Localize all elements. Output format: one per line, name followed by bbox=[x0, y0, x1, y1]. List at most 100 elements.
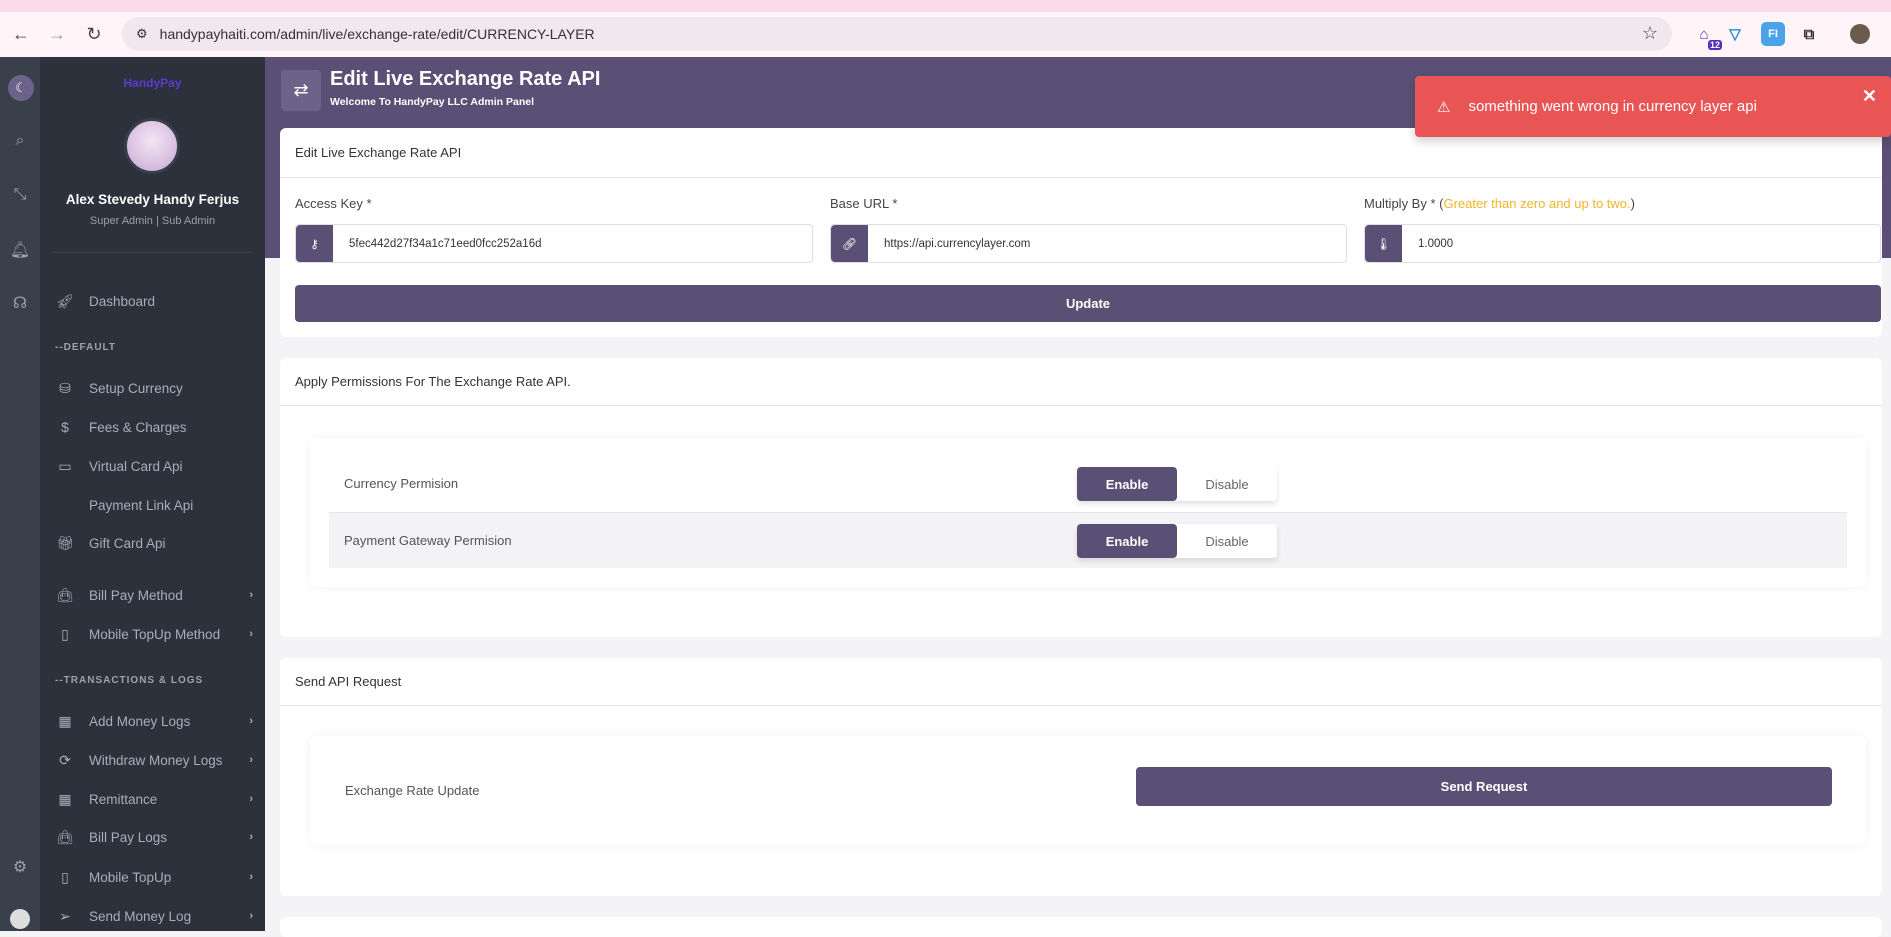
bookmark-star-icon[interactable]: ☆ bbox=[1641, 23, 1658, 43]
access-key-label: Access Key * bbox=[295, 196, 372, 211]
sidebar-item[interactable]: 👜︎ Bill Pay Logs › bbox=[40, 822, 265, 852]
user-avatar bbox=[124, 118, 180, 174]
user-avatar-small[interactable] bbox=[10, 909, 30, 929]
toast-message: something went wrong in currency layer a… bbox=[1468, 98, 1757, 115]
permissions-card: Apply Permissions For The Exchange Rate … bbox=[280, 358, 1882, 637]
base-url-input[interactable] bbox=[868, 225, 1346, 262]
disable-button[interactable]: Disable bbox=[1205, 533, 1249, 549]
permission-label: Currency Permision bbox=[344, 476, 459, 491]
sidebar-item[interactable]: ➢ Send Money Log › bbox=[40, 901, 265, 931]
sidebar-item-label: Withdraw Money Logs bbox=[89, 752, 223, 768]
label-end: ) bbox=[1630, 196, 1635, 211]
sidebar-item[interactable]: 🎁︎ Gift Card Api bbox=[40, 528, 265, 558]
edit-api-card: Edit Live Exchange Rate API Access Key *… bbox=[280, 128, 1882, 337]
sidebar-item-label: Bill Pay Logs bbox=[89, 829, 168, 845]
access-key-field: ⚷ bbox=[295, 224, 813, 263]
sidebar-item[interactable]: 👜︎ Bill Pay Method › bbox=[40, 580, 265, 610]
mobile-icon: ▯ bbox=[61, 868, 69, 885]
bag-icon: 👜︎ bbox=[56, 586, 74, 603]
sidebar-item[interactable]: $ Fees & Charges bbox=[40, 412, 265, 442]
divider bbox=[280, 705, 1882, 706]
chevron-right-icon: › bbox=[249, 871, 253, 883]
sidebar-item-label: Mobile TopUp bbox=[89, 869, 172, 885]
exchange-rate-update-label: Exchange Rate Update bbox=[345, 783, 480, 798]
sidebar-item-label: Mobile TopUp Method bbox=[89, 626, 221, 642]
address-bar[interactable]: ⚙ handypayhaiti.com/admin/live/exchange-… bbox=[122, 17, 1672, 51]
sidebar-item[interactable]: ▦ Add Money Logs › bbox=[40, 706, 265, 736]
link-icon: 🔗︎ bbox=[831, 225, 868, 262]
logo: HandyPay bbox=[123, 76, 182, 90]
multiply-by-label: Multiply By * (Greater than zero and up … bbox=[1364, 196, 1635, 211]
chevron-right-icon: › bbox=[249, 754, 253, 766]
sidebar-item[interactable]: 🚀︎ Dashboard bbox=[40, 286, 265, 316]
back-icon[interactable]: ← bbox=[12, 24, 30, 44]
extension-icon[interactable]: ⌂ 12 bbox=[1699, 25, 1722, 50]
rocket-icon: 🚀︎ bbox=[56, 292, 74, 309]
enable-button[interactable]: Enable bbox=[1077, 524, 1177, 558]
multiply-by-input[interactable] bbox=[1402, 225, 1880, 262]
sidebar-item-label: Remittance bbox=[89, 791, 158, 807]
permission-label: Payment Gateway Permision bbox=[344, 533, 512, 548]
multiply-by-hint: Greater than zero and up to two. bbox=[1443, 196, 1631, 211]
profile-avatar[interactable] bbox=[1850, 24, 1870, 44]
permissions-panel: Currency Permision Enable Disable Paymen… bbox=[310, 438, 1866, 587]
notification-bell-icon[interactable]: 🔔︎ bbox=[9, 242, 31, 259]
send-icon: ➢ bbox=[59, 907, 71, 924]
sidebar-item-label: Add Money Logs bbox=[89, 713, 191, 729]
sidebar-item[interactable]: ⛁ Setup Currency bbox=[40, 373, 265, 403]
request-panel: Exchange Rate Update Send Request bbox=[310, 736, 1866, 845]
sidebar-item[interactable]: ▯ Mobile TopUp Method › bbox=[40, 619, 265, 649]
chevron-right-icon: › bbox=[249, 831, 253, 843]
chevron-right-icon: › bbox=[249, 628, 253, 640]
vpn-extension-icon[interactable]: ▽ bbox=[1729, 26, 1741, 43]
warning-icon: ⚠ bbox=[1437, 98, 1451, 116]
site-settings-icon[interactable]: ⚙ bbox=[136, 26, 148, 41]
chevron-right-icon: › bbox=[249, 715, 253, 727]
divider bbox=[52, 252, 252, 253]
sidebar-item[interactable]: Payment Link Api bbox=[40, 490, 265, 520]
sidebar-item[interactable]: ▭ Virtual Card Api bbox=[40, 451, 265, 481]
forward-icon[interactable]: → bbox=[48, 24, 66, 44]
reload-icon[interactable]: ↻ bbox=[86, 24, 102, 44]
fi-extension-icon[interactable]: FI bbox=[1761, 22, 1785, 46]
fullscreen-exit-icon[interactable]: ⤡ bbox=[13, 186, 27, 203]
divider bbox=[280, 177, 1882, 178]
currency-permission-toggle: Enable Disable bbox=[1077, 467, 1277, 501]
hand-dollar-icon: $ bbox=[61, 419, 69, 435]
sidebar-item-label: Payment Link Api bbox=[89, 497, 194, 513]
sidebar-item[interactable]: ⟳ Withdraw Money Logs › bbox=[40, 745, 265, 775]
payment-gateway-permission-toggle: Enable Disable bbox=[1077, 524, 1277, 558]
enable-button[interactable]: Enable bbox=[1077, 467, 1177, 501]
settings-gear-icon[interactable]: ⚙ bbox=[12, 859, 28, 876]
page-title: Edit Live Exchange Rate API bbox=[330, 68, 601, 90]
sidebar-item-label: Fees & Charges bbox=[89, 419, 187, 435]
close-icon[interactable]: ✕ bbox=[1861, 86, 1877, 106]
base-url-label: Base URL * bbox=[830, 196, 898, 211]
send-request-card: Send API Request Exchange Rate Update Se… bbox=[280, 658, 1882, 896]
sidebar-item-label: Setup Currency bbox=[89, 380, 183, 396]
sidebar-item-label: Bill Pay Method bbox=[89, 587, 183, 603]
update-button[interactable]: Update bbox=[295, 285, 1881, 322]
disable-button[interactable]: Disable bbox=[1205, 476, 1249, 492]
send-request-button[interactable]: Send Request bbox=[1136, 767, 1832, 806]
chevron-right-icon: › bbox=[249, 589, 253, 601]
user-name: Alex Stevedy Handy Ferjus bbox=[65, 192, 240, 207]
sidebar-item[interactable]: ▦ Remittance › bbox=[40, 784, 265, 814]
support-headset-icon[interactable]: ☊ bbox=[12, 295, 28, 312]
exchange-arrows-icon: ⇄ bbox=[281, 70, 321, 111]
sidebar-item[interactable]: ▯ Mobile TopUp › bbox=[40, 862, 265, 892]
wallet-icon: ▭ bbox=[58, 457, 72, 474]
sidebar-item-label: Virtual Card Api bbox=[89, 458, 183, 474]
access-key-input[interactable] bbox=[333, 225, 812, 262]
sidebar-item-label: Send Money Log bbox=[89, 908, 192, 924]
url-text: handypayhaiti.com/admin/live/exchange-ra… bbox=[159, 26, 595, 42]
sidebar-item-label: Dashboard bbox=[89, 293, 156, 309]
search-icon[interactable]: ⌕ bbox=[15, 132, 25, 149]
sidebar: HandyPay Alex Stevedy Handy Ferjus Super… bbox=[40, 57, 265, 931]
sidebar-section-label: --TRANSACTIONS & LOGS bbox=[55, 675, 204, 686]
dark-mode-icon[interactable]: ☾ bbox=[8, 75, 34, 101]
thermometer-icon: 🌡︎ bbox=[1365, 225, 1402, 262]
browser-tab-strip bbox=[0, 0, 1891, 12]
page-subtitle: Welcome To HandyPay LLC Admin Panel bbox=[330, 96, 535, 108]
extensions-puzzle-icon[interactable]: ⧉ bbox=[1803, 25, 1815, 43]
